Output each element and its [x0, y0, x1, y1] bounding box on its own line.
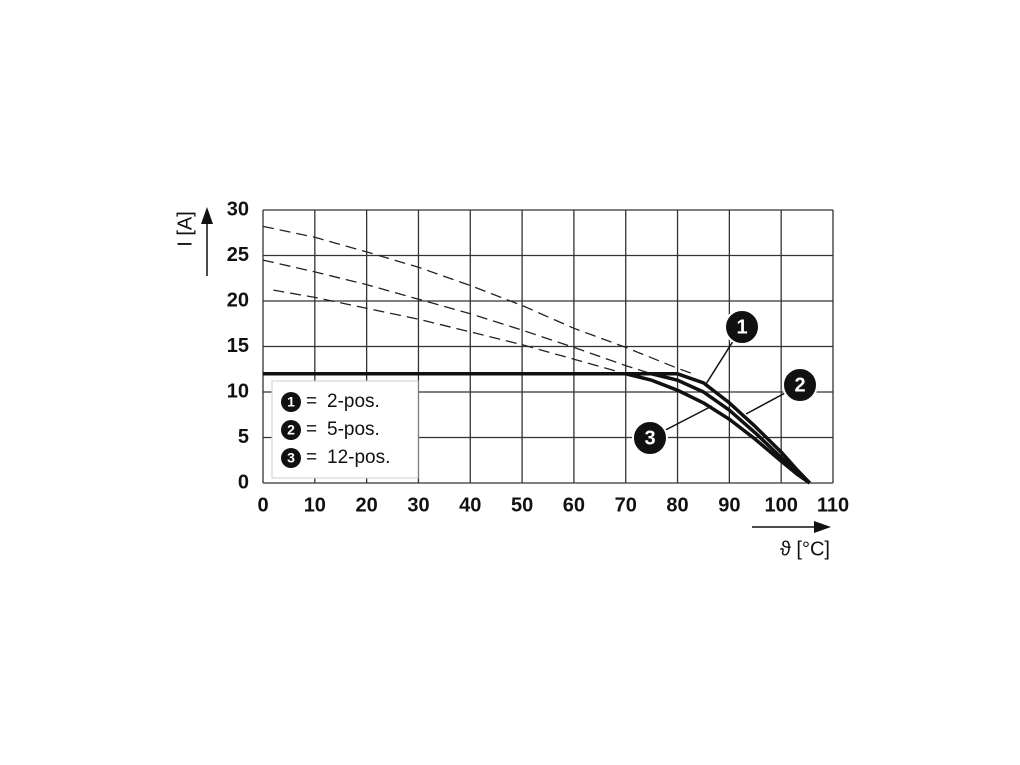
legend: 1 = 2-pos. 2 = 5-pos. 3 = 12-pos. — [271, 380, 419, 479]
legend-marker-number: 2 — [287, 422, 295, 438]
legend-marker-number: 3 — [287, 450, 295, 466]
callout-circle — [632, 420, 668, 456]
derating-curve — [263, 372, 811, 485]
x-axis-arrowhead — [814, 521, 831, 533]
x-tick-label: 10 — [304, 494, 326, 516]
x-tick-label: 50 — [511, 494, 533, 516]
y-axis-arrowhead — [201, 207, 213, 224]
x-tick-label: 40 — [459, 494, 481, 516]
x-axis-label: ϑ [°C] — [780, 538, 830, 560]
y-tick-label: 10 — [227, 380, 249, 402]
derating-curve — [263, 372, 811, 485]
y-axis-label: I [A] — [174, 211, 196, 247]
x-tick-label: 60 — [563, 494, 585, 516]
x-tick-label: 90 — [718, 494, 740, 516]
y-tick-label: 30 — [227, 198, 249, 220]
legend-separator: = — [306, 391, 317, 412]
x-tick-label: 80 — [666, 494, 688, 516]
y-tick-label: 15 — [227, 335, 249, 357]
x-tick-label: 100 — [764, 494, 797, 516]
x-tick-label: 30 — [407, 494, 429, 516]
y-tick-label: 5 — [238, 426, 249, 448]
callout-number: 1 — [736, 316, 747, 338]
legend-label: 5-pos. — [327, 419, 380, 440]
callout-number: 2 — [794, 374, 805, 396]
legend-marker-number: 1 — [287, 394, 295, 410]
extrapolated-line — [273, 289, 626, 375]
legend-marker — [281, 448, 301, 468]
legend-marker — [281, 392, 301, 412]
y-tick-label: 20 — [227, 289, 249, 311]
legend-separator: = — [306, 447, 317, 468]
legend-separator: = — [306, 419, 317, 440]
derating-curve — [263, 372, 811, 485]
callout-circle — [724, 309, 760, 345]
x-tick-label: 0 — [257, 494, 268, 516]
legend-label: 12-pos. — [327, 447, 390, 468]
legend-marker — [281, 420, 301, 440]
x-tick-label: 110 — [817, 494, 849, 516]
y-tick-label: 25 — [227, 244, 249, 266]
extrapolated-line — [262, 259, 652, 375]
callout-number: 3 — [644, 427, 655, 449]
y-tick-label: 0 — [238, 471, 249, 493]
x-tick-label: 20 — [356, 494, 378, 516]
extrapolated-line — [262, 225, 694, 375]
legend-label: 2-pos. — [327, 391, 380, 412]
x-tick-label: 70 — [615, 494, 637, 516]
callout-circle — [782, 367, 818, 403]
